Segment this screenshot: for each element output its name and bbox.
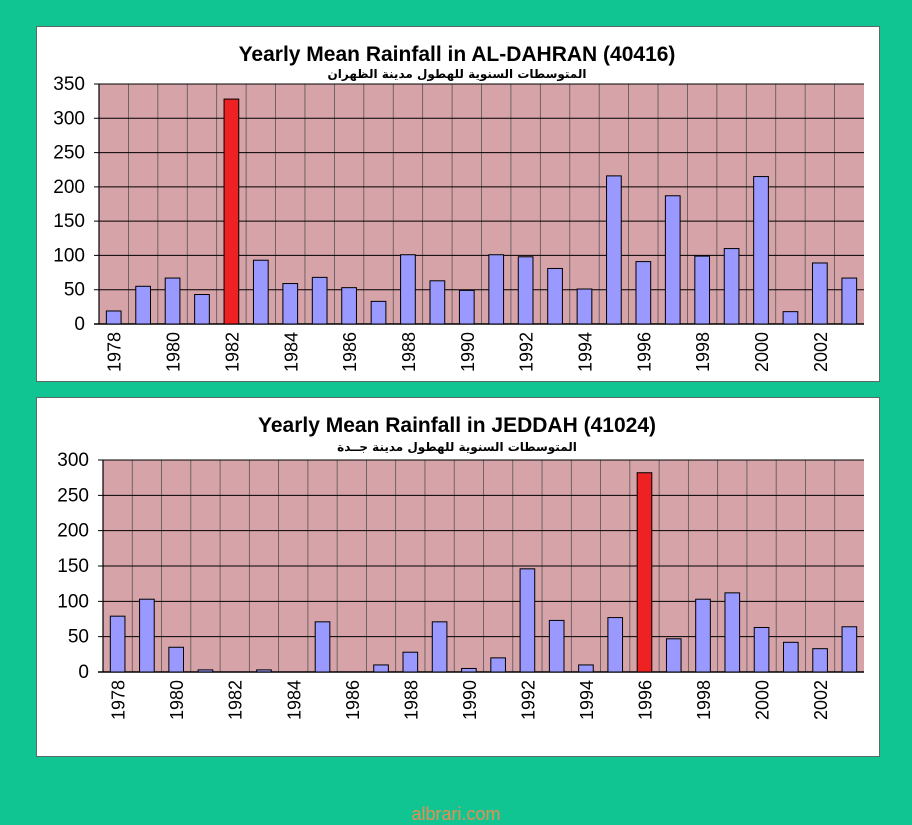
x-tick-label: 1990 bbox=[458, 332, 478, 372]
bar-1994 bbox=[578, 664, 594, 673]
y-tick-label: 300 bbox=[57, 450, 89, 471]
x-tick-label: 1992 bbox=[518, 680, 538, 720]
bar-2001 bbox=[782, 311, 799, 325]
bar-2003 bbox=[841, 277, 858, 325]
bar-1979 bbox=[139, 598, 155, 673]
bar-1999 bbox=[723, 248, 740, 325]
bar-1983 bbox=[252, 259, 269, 325]
bar-1988 bbox=[402, 651, 419, 673]
y-tick-label: 0 bbox=[74, 314, 85, 335]
bar-1996 bbox=[636, 472, 653, 673]
bar-1988 bbox=[400, 254, 416, 325]
y-tick-label: 150 bbox=[57, 556, 89, 577]
x-tick-label: 1994 bbox=[575, 332, 595, 372]
x-tick-label: 2000 bbox=[753, 680, 773, 720]
chart-subtitle: المتوسطات السنوية للهطول مدينة جــدة bbox=[337, 440, 577, 455]
x-tick-label: 1978 bbox=[109, 680, 129, 720]
bar-2000 bbox=[753, 626, 770, 673]
bar-1996 bbox=[635, 261, 652, 325]
bar-2001 bbox=[783, 641, 799, 673]
x-tick-label: 1980 bbox=[164, 332, 184, 372]
x-tick-label: 2002 bbox=[811, 680, 831, 720]
x-tick-label: 1986 bbox=[340, 332, 360, 372]
x-tick-label: 1988 bbox=[399, 332, 419, 372]
y-tick-label: 200 bbox=[57, 521, 89, 542]
x-tick-label: 2000 bbox=[752, 332, 772, 372]
bar-1987 bbox=[370, 300, 387, 325]
x-tick-label: 1982 bbox=[226, 680, 246, 720]
bar-1999 bbox=[724, 592, 741, 673]
y-tick-label: 100 bbox=[57, 591, 89, 612]
bar-1998 bbox=[695, 598, 711, 673]
bar-1993 bbox=[548, 619, 565, 673]
bar-1990 bbox=[458, 289, 475, 325]
bar-1992 bbox=[519, 568, 536, 673]
bar-1984 bbox=[282, 283, 299, 325]
bar-1982 bbox=[223, 98, 240, 325]
chart-panel-jeddah: Yearly Mean Rainfall in JEDDAH (41024) ا… bbox=[36, 397, 880, 757]
bar-1994 bbox=[576, 288, 593, 325]
bar-1985 bbox=[311, 276, 328, 325]
chart-jeddah: Yearly Mean Rainfall in JEDDAH (41024) ا… bbox=[57, 414, 864, 720]
bar-1983 bbox=[256, 669, 272, 673]
x-tick-label: 2002 bbox=[811, 332, 831, 372]
x-tick-label: 1998 bbox=[693, 332, 713, 372]
x-tick-label: 1984 bbox=[281, 332, 301, 372]
bar-1978 bbox=[105, 310, 122, 325]
y-tick-label: 250 bbox=[53, 143, 85, 164]
x-tick-label: 1996 bbox=[634, 332, 654, 372]
x-tick-label: 1986 bbox=[343, 680, 363, 720]
bar-1987 bbox=[373, 664, 389, 673]
bar-1979 bbox=[135, 285, 151, 325]
x-tick-label: 1988 bbox=[401, 680, 421, 720]
chart-panel-dahran: Yearly Mean Rainfall in AL-DAHRAN (40416… bbox=[36, 26, 880, 382]
x-tick-label: 1992 bbox=[517, 332, 537, 372]
y-tick-label: 100 bbox=[53, 245, 85, 266]
bar-1992 bbox=[517, 256, 534, 325]
bar-1989 bbox=[429, 280, 446, 325]
x-tick-label: 1984 bbox=[284, 680, 304, 720]
bar-2002 bbox=[812, 262, 828, 325]
chart-subtitle: المتوسطات السنوية للهطول مدينة الظهران bbox=[328, 67, 587, 82]
bar-1991 bbox=[488, 254, 505, 325]
bar-1995 bbox=[607, 617, 624, 673]
x-tick-label: 1998 bbox=[694, 680, 714, 720]
x-tick-label: 1982 bbox=[222, 332, 242, 372]
bar-1981 bbox=[197, 669, 214, 673]
bar-1991 bbox=[490, 657, 506, 673]
bar-1997 bbox=[665, 638, 682, 673]
y-tick-label: 150 bbox=[53, 211, 85, 232]
bar-1986 bbox=[341, 287, 357, 325]
bar-1990 bbox=[461, 667, 477, 673]
bar-1985 bbox=[314, 621, 331, 673]
bar-1989 bbox=[431, 621, 448, 673]
x-tick-label: 1980 bbox=[167, 680, 187, 720]
bar-2002 bbox=[812, 648, 828, 673]
bar-1980 bbox=[164, 277, 181, 325]
y-tick-label: 300 bbox=[53, 108, 85, 129]
bar-1995 bbox=[606, 175, 622, 325]
watermark: albrari.com bbox=[411, 804, 501, 824]
x-tick-label: 1978 bbox=[105, 332, 125, 372]
bar-1978 bbox=[109, 615, 126, 673]
y-tick-label: 50 bbox=[64, 280, 85, 301]
y-tick-label: 350 bbox=[53, 74, 85, 95]
chart-dahran: Yearly Mean Rainfall in AL-DAHRAN (40416… bbox=[53, 43, 864, 372]
x-tick-label: 1994 bbox=[577, 680, 597, 720]
y-tick-label: 0 bbox=[78, 662, 89, 683]
x-tick-label: 1996 bbox=[635, 680, 655, 720]
bar-2000 bbox=[753, 176, 769, 325]
bar-1993 bbox=[547, 267, 563, 325]
bar-2003 bbox=[841, 626, 858, 673]
chart-title: Yearly Mean Rainfall in AL-DAHRAN (40416… bbox=[239, 43, 676, 66]
y-tick-label: 200 bbox=[53, 177, 85, 198]
y-tick-label: 50 bbox=[68, 627, 89, 648]
bar-1997 bbox=[664, 195, 681, 325]
bar-1998 bbox=[694, 255, 711, 325]
bar-1980 bbox=[168, 646, 184, 673]
x-tick-label: 1990 bbox=[460, 680, 480, 720]
y-tick-label: 250 bbox=[57, 485, 89, 506]
chart-title: Yearly Mean Rainfall in JEDDAH (41024) bbox=[258, 414, 656, 437]
bar-1981 bbox=[194, 294, 210, 325]
